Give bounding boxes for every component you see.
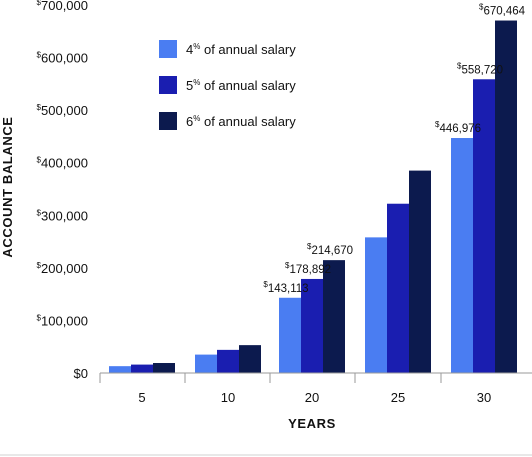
legend-label-percent: % — [193, 114, 200, 123]
y-tick-label-sup: $ — [37, 156, 42, 165]
y-tick-label-main: 500,000 — [41, 103, 88, 118]
y-tick-label: $400,000 — [37, 156, 88, 171]
bar — [217, 349, 239, 373]
legend-label: 4% of annual salary — [186, 42, 296, 57]
x-tick-label: 10 — [221, 390, 235, 405]
bar — [473, 79, 495, 373]
bar — [451, 138, 473, 373]
bar — [153, 363, 175, 373]
data-label-sup: $ — [435, 120, 440, 129]
data-label-main: 446,976 — [439, 123, 481, 135]
x-tick-label: 5 — [138, 390, 145, 405]
y-tick-label: $100,000 — [37, 313, 88, 328]
bar — [495, 20, 517, 373]
bar — [131, 364, 153, 373]
y-tick-label: $600,000 — [37, 51, 88, 66]
x-axis: 5 10 20 25 30 — [99, 372, 532, 405]
legend-label-percent: % — [193, 78, 200, 87]
bar — [279, 297, 301, 373]
legend-label-text: of annual salary — [200, 78, 296, 93]
bar — [195, 354, 217, 373]
y-tick-label-main: 300,000 — [41, 208, 88, 223]
legend-label: 6% of annual salary — [186, 114, 296, 129]
x-tick-label: 30 — [477, 390, 491, 405]
legend-label-number: 5 — [186, 78, 193, 93]
data-label-sup: $ — [263, 280, 268, 289]
y-tick-label: $0 — [74, 366, 88, 381]
data-label: $670,464 — [479, 3, 526, 18]
data-label-main: 178,892 — [289, 264, 331, 276]
x-axis-title: YEARS — [288, 416, 336, 431]
bars-group — [109, 20, 517, 373]
data-labels-group: $143,113$178,892$214,670$446,976$558,720… — [263, 3, 525, 295]
bar — [387, 203, 409, 373]
bar — [323, 260, 345, 373]
data-label-sup: $ — [307, 242, 312, 251]
y-tick-label-main: 400,000 — [41, 156, 88, 171]
y-tick-label: $200,000 — [37, 261, 88, 276]
legend-label-percent: % — [193, 42, 200, 51]
legend-swatch — [159, 40, 177, 58]
bar — [239, 345, 261, 373]
data-label: $143,113 — [263, 280, 308, 295]
bar — [409, 170, 431, 373]
data-label: $214,670 — [307, 242, 353, 257]
legend-swatch — [159, 76, 177, 94]
legend-label-number: 6 — [186, 114, 193, 129]
y-tick-label: $300,000 — [37, 208, 88, 223]
data-label-main: 670,464 — [483, 6, 525, 18]
legend-label-number: 4 — [186, 42, 193, 57]
bar — [365, 237, 387, 373]
y-tick-label-main: 600,000 — [41, 51, 88, 66]
legend-swatch — [159, 112, 177, 130]
y-tick-label-main: 700,000 — [41, 0, 88, 13]
y-tick-label: $700,000 — [37, 0, 88, 13]
y-axis-title: ACCOUNT BALANCE — [0, 116, 15, 257]
legend-label-text: of annual salary — [200, 114, 296, 129]
bar — [109, 366, 131, 373]
y-tick-label-main: 100,000 — [41, 313, 88, 328]
x-tick-label: 20 — [305, 390, 319, 405]
y-tick-label-sup: $ — [37, 261, 42, 270]
y-tick-label-sup: $ — [37, 208, 42, 217]
data-label: $178,892 — [285, 261, 331, 276]
data-label-main: 143,113 — [268, 283, 309, 295]
data-label-sup: $ — [457, 61, 462, 70]
y-tick-label-sup: $ — [37, 313, 42, 322]
y-axis-ticks: $0$100,000$200,000$300,000$400,000$500,0… — [37, 0, 88, 381]
bar — [301, 278, 323, 373]
y-tick-label: $500,000 — [37, 103, 88, 118]
data-label-main: 558,720 — [461, 64, 503, 76]
legend-label: 5% of annual salary — [186, 78, 296, 93]
y-tick-label-sup: $ — [37, 0, 42, 7]
legend-label-text: of annual salary — [200, 42, 296, 57]
data-label: $558,720 — [457, 61, 503, 76]
data-label-main: 214,670 — [311, 245, 353, 257]
data-label-sup: $ — [479, 3, 484, 12]
data-label: $446,976 — [435, 120, 481, 135]
y-tick-label-main: 200,000 — [41, 261, 88, 276]
y-tick-label-sup: $ — [37, 103, 42, 112]
x-tick-label: 25 — [391, 390, 405, 405]
data-label-sup: $ — [285, 261, 290, 270]
y-tick-label-sup: $ — [37, 51, 42, 60]
